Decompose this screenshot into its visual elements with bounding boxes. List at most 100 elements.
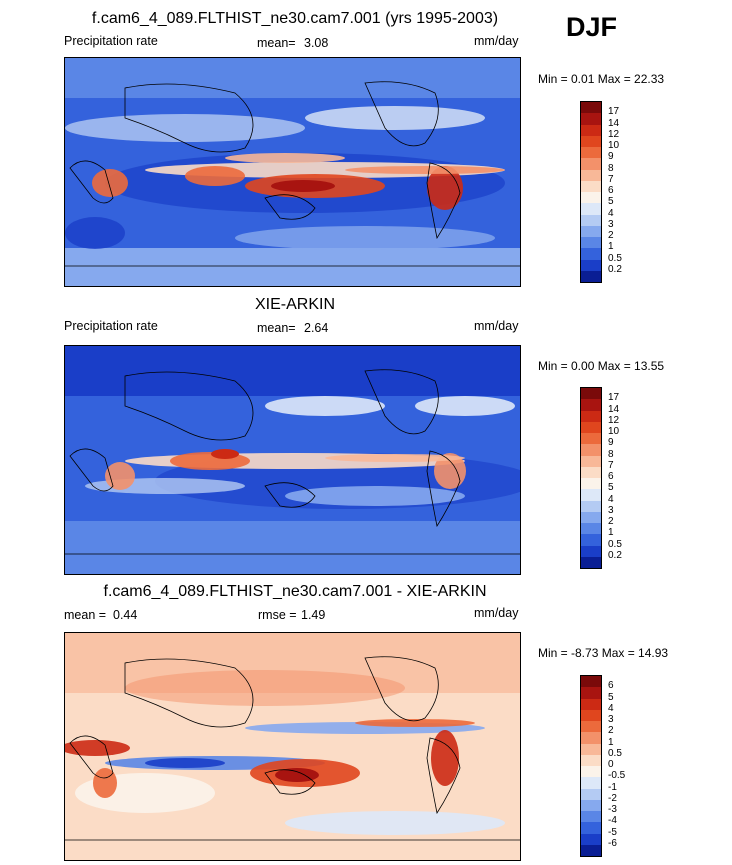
panel-1-mean-value: 3.08: [304, 36, 329, 50]
colorbar-tick-label: 0.5: [608, 538, 622, 550]
colorbar-tick-label: 5: [608, 196, 614, 208]
panel-3-mean-value: 0.44: [113, 608, 138, 622]
colorbar-tick-label: 4: [608, 702, 614, 714]
colorbar-cell: [581, 732, 601, 744]
panel-3-mean-label: mean =: [64, 608, 107, 622]
colorbar-tick-label: 0: [608, 759, 614, 770]
panel-2-map: [64, 345, 521, 575]
colorbar-tick-label: 10: [608, 426, 620, 437]
colorbar-cell: [581, 248, 601, 260]
colorbar-tick-label: -3: [608, 804, 617, 815]
colorbar-cell: [581, 214, 601, 226]
colorbar-cell: [581, 754, 601, 766]
panel-3-colorbar-labels: 6 5 4 3 2 1 0.5 0 -0.5 -1 -2 -3 -4 -5 -6: [608, 675, 648, 855]
colorbar-cell: [581, 410, 601, 422]
colorbar-cell: [581, 147, 601, 159]
colorbar-tick-label: 6: [608, 680, 614, 692]
colorbar-cell: [581, 766, 601, 778]
panel-1-mean-label: mean=: [257, 36, 296, 50]
colorbar-tick-label: 9: [608, 151, 614, 163]
colorbar-cell: [581, 169, 601, 181]
colorbar-tick-label: 5: [608, 482, 614, 494]
colorbar-tick-label: 6: [608, 471, 614, 482]
panel-1-colorbar-labels: 17 14 12 10 9 8 7 6 5 4 3 2 1 0.5 0.2: [608, 101, 648, 281]
colorbar-cell: [581, 158, 601, 170]
panel-2-colorbar-labels: 17 14 12 10 9 8 7 6 5 4 3 2 1 0.5 0.2: [608, 387, 648, 567]
colorbar-cell: [581, 511, 601, 523]
colorbar-cell: [581, 489, 601, 501]
colorbar-tick-label: 3: [608, 714, 614, 725]
colorbar-cell: [581, 500, 601, 512]
panel-1-map: [64, 57, 521, 287]
colorbar-cell: [581, 444, 601, 456]
colorbar-tick-label: -4: [608, 815, 617, 827]
colorbar-cell: [581, 225, 601, 237]
colorbar-cell: [581, 545, 601, 557]
colorbar-tick-label: 17: [608, 392, 620, 404]
colorbar-cell: [581, 466, 601, 478]
colorbar-cell: [581, 743, 601, 755]
colorbar-tick-label: 0.2: [608, 549, 622, 561]
colorbar-cell: [581, 192, 601, 204]
colorbar-tick-label: 6: [608, 185, 614, 196]
colorbar-cell: [581, 687, 601, 699]
colorbar-tick-label: 2: [608, 230, 614, 241]
colorbar-tick-label: 7: [608, 459, 614, 471]
colorbar-cell: [581, 388, 601, 400]
colorbar-tick-label: -5: [608, 826, 617, 838]
colorbar-cell: [581, 676, 601, 688]
colorbar-tick-label: 2: [608, 516, 614, 527]
colorbar-cell: [581, 135, 601, 147]
colorbar-cell: [581, 721, 601, 733]
panel-3-title: f.cam6_4_089.FLTHIST_ne30.cam7.001 - XIE…: [103, 583, 487, 600]
panel-2-minmax: Min = 0.00 Max = 13.55: [538, 359, 665, 373]
colorbar-tick-label: -0.5: [608, 770, 626, 782]
colorbar-cell: [581, 844, 601, 856]
colorbar-tick-label: 5: [608, 691, 614, 703]
colorbar-tick-label: 2: [608, 725, 614, 737]
colorbar-cell: [581, 777, 601, 789]
colorbar-tick-label: 4: [608, 207, 614, 219]
colorbar-tick-label: 4: [608, 493, 614, 505]
colorbar-tick-label: 7: [608, 173, 614, 185]
panel-3-units: mm/day: [474, 606, 519, 620]
panel-3-rmse-value: 1.49: [301, 608, 326, 622]
colorbar-tick-label: 1: [608, 527, 614, 539]
colorbar-tick-label: 17: [608, 106, 620, 118]
colorbar-cell: [581, 811, 601, 823]
colorbar-tick-label: 0.2: [608, 263, 622, 275]
colorbar-cell: [581, 534, 601, 546]
colorbar-tick-label: 3: [608, 504, 614, 516]
colorbar-cell: [581, 180, 601, 192]
colorbar-tick-label: 1: [608, 241, 614, 253]
colorbar-cell: [581, 102, 601, 114]
colorbar-cell: [581, 523, 601, 535]
panel-1-title: f.cam6_4_089.FLTHIST_ne30.cam7.001 (yrs …: [91, 10, 499, 27]
panel-3-rmse-label: rmse =: [258, 608, 297, 622]
panel-2-colorbar: [580, 387, 602, 569]
panel-2-title: XIE-ARKIN: [254, 296, 335, 313]
colorbar-cell: [581, 421, 601, 433]
colorbar-cell: [581, 478, 601, 490]
colorbar-tick-label: -6: [608, 837, 617, 849]
panel-1-minmax: Min = 0.01 Max = 22.33: [538, 72, 665, 86]
colorbar-cell: [581, 709, 601, 721]
panel-3-minmax: Min = -8.73 Max = 14.93: [538, 646, 669, 660]
colorbar-cell: [581, 556, 601, 568]
panel-2-variable-label: Precipitation rate: [64, 319, 158, 333]
colorbar-cell: [581, 113, 601, 125]
season-label: DJF: [566, 12, 618, 42]
panel-3-colorbar: [580, 675, 602, 857]
colorbar-cell: [581, 433, 601, 445]
colorbar-tick-label: -1: [608, 781, 617, 793]
colorbar-tick-label: 14: [608, 403, 620, 415]
colorbar-tick-label: 0.5: [608, 747, 622, 759]
colorbar-tick-label: 10: [608, 140, 620, 151]
colorbar-tick-label: 12: [608, 128, 620, 140]
colorbar-cell: [581, 833, 601, 845]
colorbar-tick-label: 8: [608, 162, 614, 174]
panel-2-mean-label: mean=: [257, 321, 296, 335]
colorbar-cell: [581, 822, 601, 834]
colorbar-tick-label: -2: [608, 792, 617, 804]
colorbar-cell: [581, 455, 601, 467]
